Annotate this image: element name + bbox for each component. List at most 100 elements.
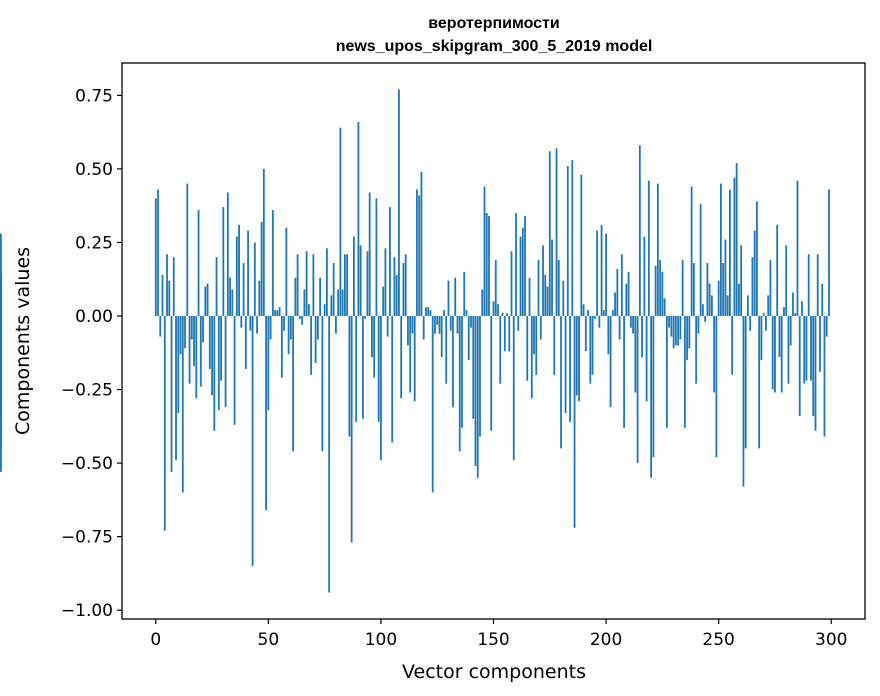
bar xyxy=(353,236,355,316)
bar xyxy=(280,315,283,378)
bar xyxy=(269,315,272,340)
bar xyxy=(634,315,637,393)
bar xyxy=(458,315,461,452)
bar xyxy=(638,145,641,316)
bar xyxy=(742,315,745,487)
bar xyxy=(654,265,657,316)
bar xyxy=(571,160,574,316)
bar xyxy=(780,315,783,393)
bar xyxy=(350,315,353,543)
bar xyxy=(287,315,290,355)
bar xyxy=(172,257,175,316)
bar xyxy=(413,315,416,402)
bar xyxy=(515,213,517,316)
bar xyxy=(364,315,367,319)
bar xyxy=(499,315,502,384)
bar xyxy=(647,180,650,316)
bar xyxy=(771,315,774,390)
bar xyxy=(551,239,553,316)
bar xyxy=(814,315,817,431)
bar xyxy=(564,315,567,414)
bar xyxy=(720,183,722,316)
bar xyxy=(161,274,164,316)
bar xyxy=(321,315,324,452)
bar xyxy=(490,315,493,431)
bar xyxy=(821,283,824,316)
bar xyxy=(240,315,243,328)
bar xyxy=(217,315,220,411)
bar xyxy=(256,315,258,334)
bar xyxy=(244,315,247,369)
bar xyxy=(695,315,698,384)
bar xyxy=(202,315,204,343)
bar xyxy=(670,315,673,337)
bar xyxy=(474,315,477,467)
bar xyxy=(0,233,2,316)
bar xyxy=(683,315,686,428)
bar xyxy=(278,307,281,316)
bar xyxy=(323,304,326,316)
bar xyxy=(697,315,700,334)
y-tick-label: 0.25 xyxy=(75,233,113,253)
bar xyxy=(362,315,364,419)
bar xyxy=(528,277,531,316)
bar xyxy=(717,280,720,316)
y-tick-label: −1.00 xyxy=(61,601,113,621)
bar xyxy=(506,313,508,316)
bar xyxy=(440,315,443,358)
bar xyxy=(578,315,580,402)
bar xyxy=(425,307,427,316)
bar xyxy=(479,315,481,437)
bar xyxy=(650,315,653,478)
bar xyxy=(810,315,812,381)
bar xyxy=(672,315,675,349)
bar xyxy=(807,254,810,316)
bar xyxy=(785,245,788,316)
bar xyxy=(179,315,182,355)
bar xyxy=(722,263,725,316)
bar xyxy=(481,289,484,316)
bar xyxy=(632,315,634,334)
bar xyxy=(510,251,513,316)
chart-subtitle: news_upos_skipgram_300_5_2019 model xyxy=(336,38,653,55)
bar xyxy=(562,280,565,316)
y-tick-label: −0.50 xyxy=(61,454,113,474)
bar xyxy=(582,304,585,316)
x-tick-label: 150 xyxy=(477,630,509,650)
bar xyxy=(247,230,249,316)
bar xyxy=(409,315,412,393)
bar xyxy=(436,315,439,325)
bar xyxy=(663,298,666,316)
bar xyxy=(195,315,198,399)
bar xyxy=(546,286,549,316)
bar xyxy=(447,280,450,316)
bar xyxy=(199,315,202,387)
bar xyxy=(674,315,677,346)
bar xyxy=(659,260,662,316)
bar xyxy=(211,315,213,396)
bar xyxy=(706,263,709,316)
bar xyxy=(679,315,682,340)
bar xyxy=(598,315,601,328)
bar xyxy=(213,315,216,431)
bar xyxy=(512,315,515,461)
bar xyxy=(429,310,432,316)
bar xyxy=(371,315,373,358)
bar xyxy=(548,151,551,316)
bar xyxy=(629,315,632,328)
bar xyxy=(593,315,596,319)
bar xyxy=(346,254,349,316)
bar xyxy=(828,189,830,316)
bar xyxy=(618,315,621,340)
bar xyxy=(544,274,547,316)
bar xyxy=(488,215,490,316)
bar xyxy=(463,271,466,316)
bar xyxy=(787,315,790,384)
bar xyxy=(233,315,236,425)
bar xyxy=(298,315,301,319)
bar xyxy=(443,310,445,316)
bar xyxy=(656,183,659,316)
bar xyxy=(188,315,191,384)
bar xyxy=(316,315,319,340)
